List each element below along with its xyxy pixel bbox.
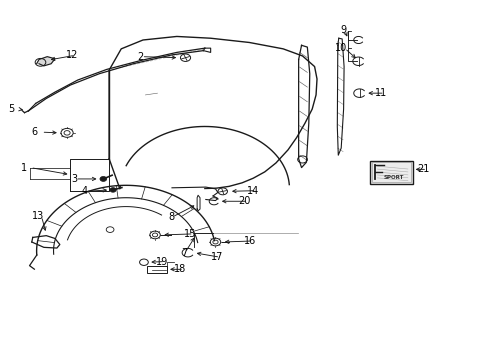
Text: 14: 14	[246, 186, 259, 195]
Text: 17: 17	[210, 252, 223, 262]
Text: 2: 2	[138, 51, 143, 62]
Text: SPORT: SPORT	[383, 175, 403, 180]
Bar	[146, 266, 167, 273]
Text: 15: 15	[183, 229, 196, 239]
Text: 8: 8	[168, 212, 174, 222]
Text: 7: 7	[181, 248, 187, 258]
Polygon shape	[37, 57, 55, 66]
Circle shape	[100, 176, 106, 181]
Circle shape	[110, 188, 116, 192]
Text: 4: 4	[81, 186, 87, 196]
Text: 12: 12	[65, 50, 78, 60]
Text: 3: 3	[71, 174, 78, 184]
Text: 19: 19	[155, 257, 167, 266]
Text: 5: 5	[9, 104, 15, 114]
Text: 13: 13	[32, 211, 44, 221]
Text: 6: 6	[32, 127, 38, 137]
Text: 11: 11	[374, 88, 386, 98]
Text: 16: 16	[243, 236, 255, 246]
Text: 1: 1	[20, 163, 27, 172]
Bar	[369, 161, 412, 184]
Text: 10: 10	[334, 43, 346, 53]
Text: 18: 18	[174, 264, 186, 274]
Text: 20: 20	[238, 196, 250, 206]
Text: 21: 21	[417, 165, 429, 174]
Text: 9: 9	[340, 26, 346, 35]
Bar	[371, 162, 410, 182]
